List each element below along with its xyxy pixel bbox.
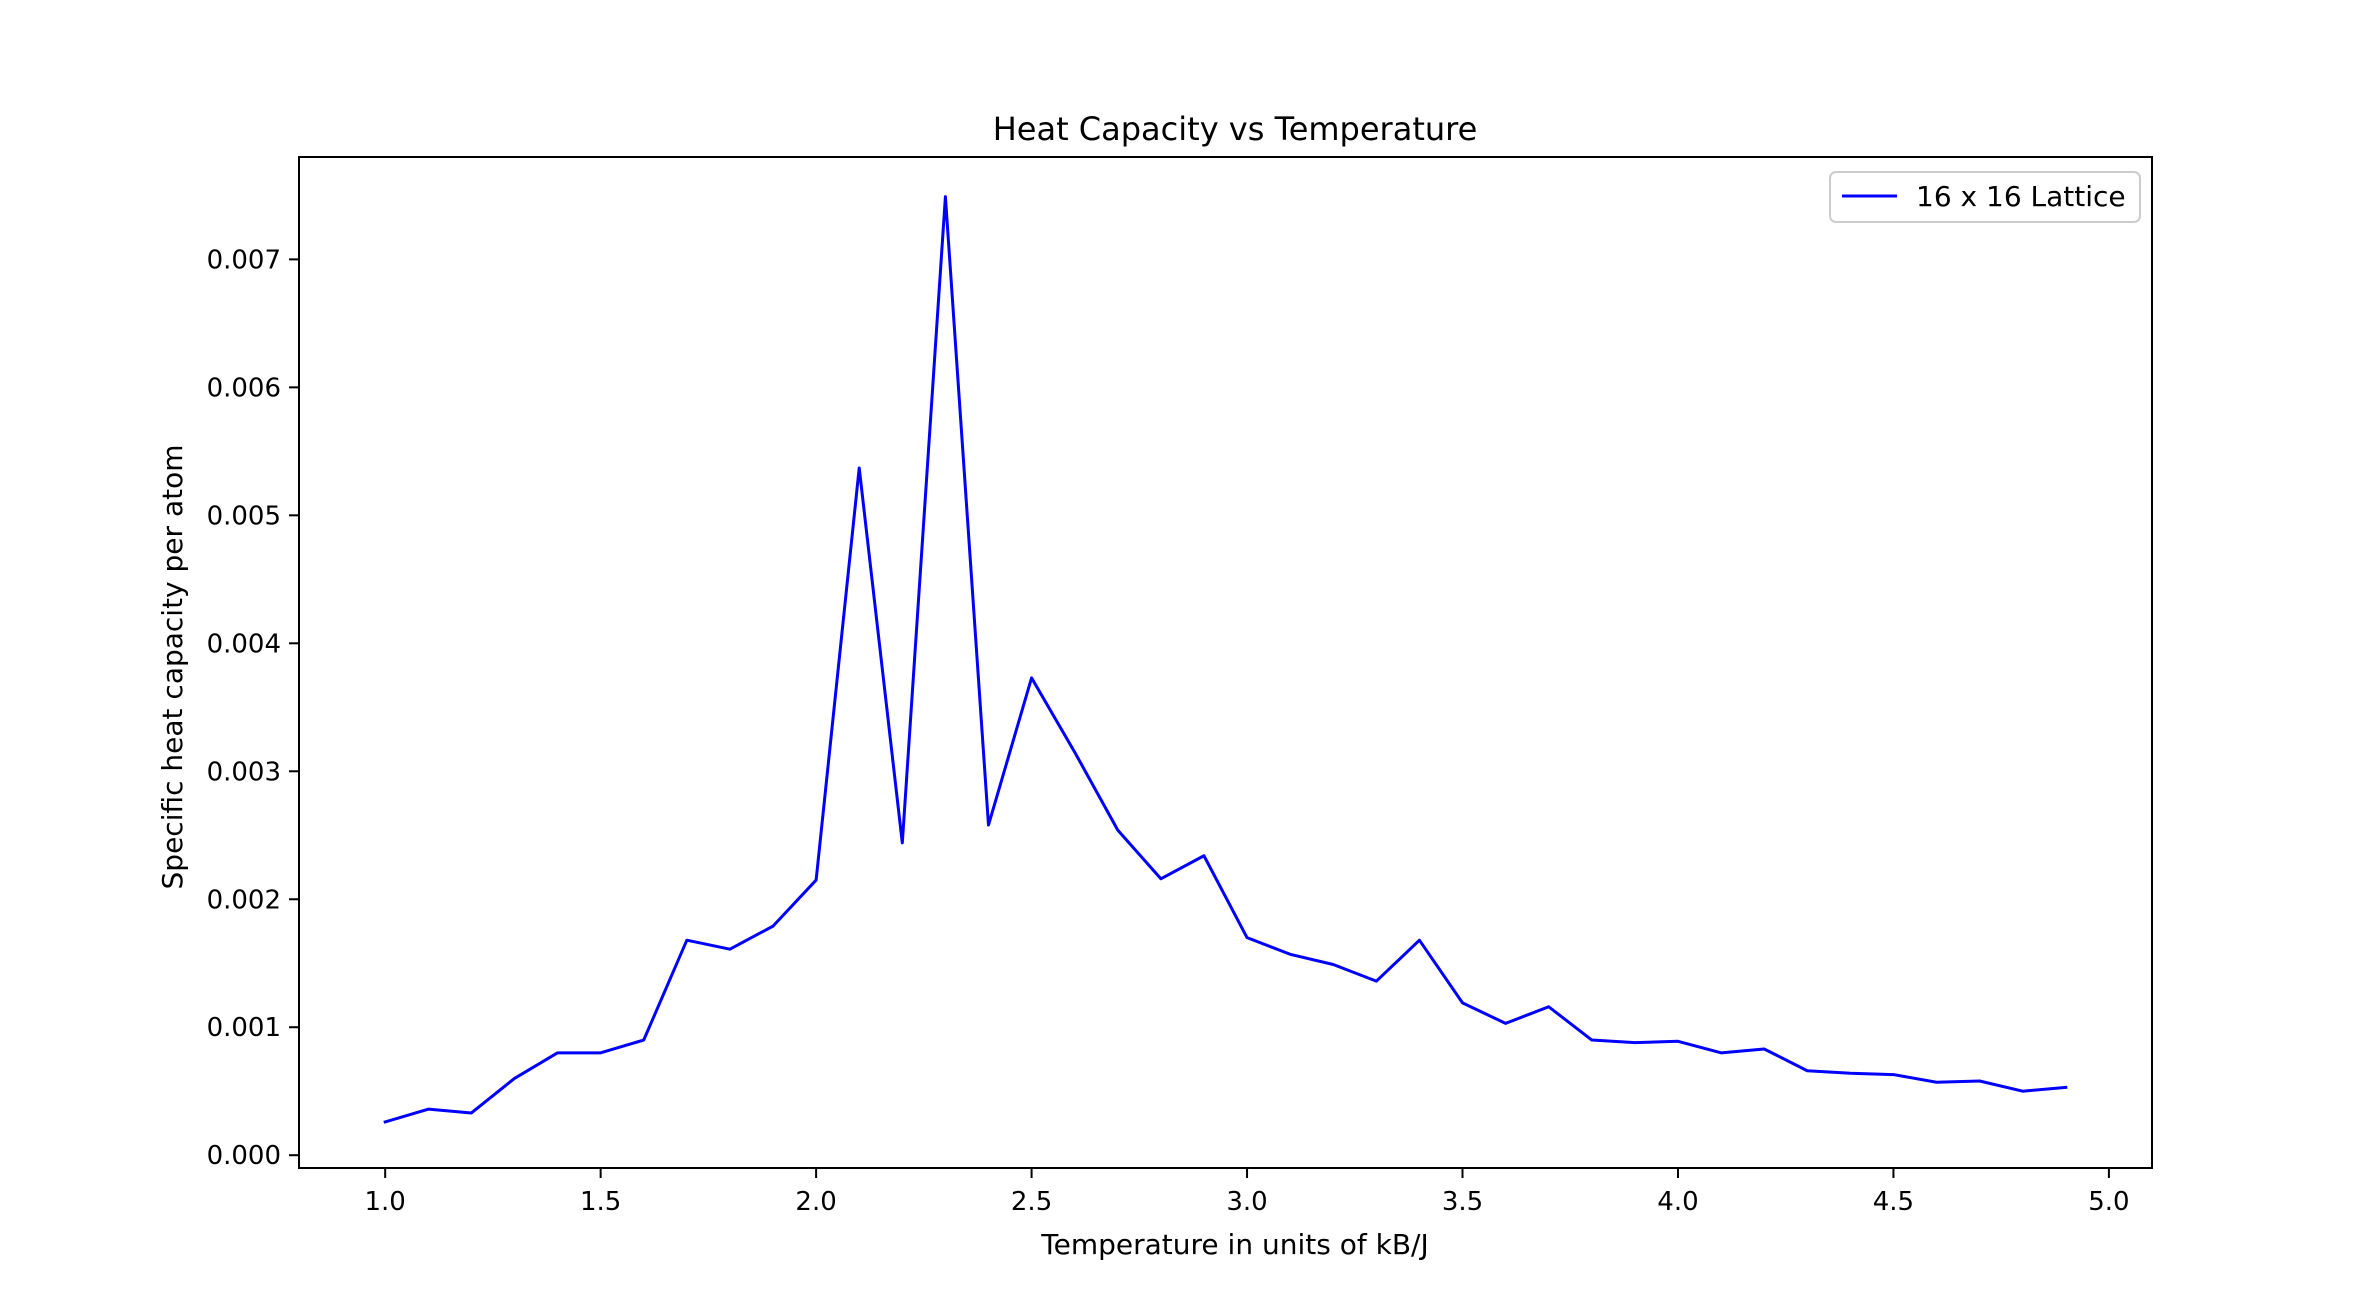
chart-title: Heat Capacity vs Temperature	[993, 110, 1478, 148]
legend: 16 x 16 Lattice	[1829, 171, 2141, 223]
x-tick-label: 2.0	[795, 1187, 836, 1217]
y-tick-label: 0.006	[207, 373, 281, 403]
x-tick-label: 4.5	[1873, 1187, 1914, 1217]
y-tick-label: 0.002	[207, 885, 281, 915]
legend-box	[1829, 171, 2141, 223]
x-axis-label: Temperature in units of kB/J	[1040, 1228, 1428, 1261]
x-axis-ticks: 1.0 1.5 2.0 2.5 3.0 3.5 4.0 4.5 5.0	[365, 1168, 2130, 1217]
series-line-0	[383, 195, 2068, 1124]
y-tick-label: 0.001	[207, 1013, 281, 1043]
x-tick-label: 2.5	[1011, 1187, 1052, 1217]
y-axis-label: Specific heat capacity per atom	[156, 445, 189, 890]
x-tick-label: 3.5	[1442, 1187, 1483, 1217]
x-tick-label: 4.0	[1657, 1187, 1698, 1217]
x-tick-label: 3.0	[1226, 1187, 1267, 1217]
plot-area-frame	[298, 156, 2153, 1169]
y-tick-label: 0.007	[207, 245, 281, 275]
y-tick-label: 0.003	[207, 757, 281, 787]
y-axis-ticks: 0.000 0.001 0.002 0.003 0.004 0.005 0.006 0.007	[207, 245, 299, 1171]
x-tick-label: 5.0	[2088, 1187, 2129, 1217]
x-tick-label: 1.5	[580, 1187, 621, 1217]
series-layer	[383, 195, 2068, 1124]
y-tick-label: 0.005	[207, 501, 281, 531]
y-tick-label: 0.000	[207, 1141, 281, 1171]
y-tick-label: 0.004	[207, 629, 281, 659]
x-tick-label: 1.0	[365, 1187, 406, 1217]
legend-label: 16 x 16 Lattice	[1916, 180, 2126, 213]
